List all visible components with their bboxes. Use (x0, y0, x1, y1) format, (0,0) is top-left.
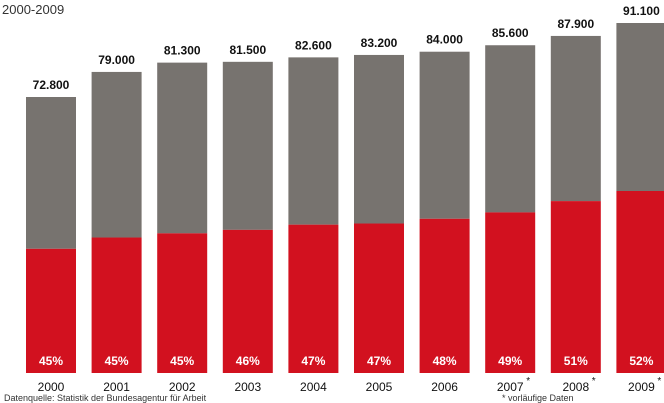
total-label-2006: 84.000 (426, 33, 463, 47)
share-label-2004: 47% (301, 354, 325, 368)
bar-top-2005 (354, 54, 404, 224)
bar-group-2001: 79.000 45% 2001 (91, 53, 142, 394)
total-label-2004: 82.600 (295, 38, 332, 52)
category-mark-2007: * (526, 376, 530, 387)
bar-bottom-2009 (616, 191, 664, 373)
bar-group-2005: 83.200 47% 2005 (354, 36, 404, 394)
total-label-2002: 81.300 (164, 44, 201, 58)
bar-top-2002 (157, 62, 208, 234)
bar-group-2009: 91.100 52% 2009 * (616, 4, 664, 394)
bar-group-2003: 81.500 46% 2003 (222, 43, 273, 394)
share-label-2006: 48% (433, 354, 457, 368)
category-label-2007: 2007 (497, 380, 524, 394)
bar-bottom-2000 (26, 248, 76, 373)
total-label-2005: 83.200 (361, 36, 398, 50)
bar-group-2002: 81.300 45% 2002 (157, 44, 208, 394)
share-label-2007: 49% (498, 354, 522, 368)
category-label-2005: 2005 (366, 380, 393, 394)
bar-group-2000: 72.800 45% 2000 (26, 78, 76, 394)
bar-top-2009 (616, 23, 664, 191)
share-label-2003: 46% (236, 354, 260, 368)
bar-top-2001 (91, 71, 142, 238)
bar-top-2007 (485, 45, 536, 213)
total-label-2009: 91.100 (623, 4, 660, 18)
category-label-2000: 2000 (38, 380, 65, 394)
bar-top-2000 (26, 97, 76, 249)
category-mark-2008: * (592, 376, 596, 387)
bar-bottom-2005 (354, 223, 404, 373)
category-label-2008: 2008 (562, 380, 589, 394)
bar-bottom-2002 (157, 233, 208, 373)
category-label-2002: 2002 (169, 380, 196, 394)
bar-bottom-2003 (222, 229, 273, 373)
bar-group-2004: 82.600 47% 2004 (288, 38, 339, 394)
bar-bottom-2007 (485, 212, 536, 373)
category-label-2003: 2003 (234, 380, 261, 394)
bar-group-2007: 85.600 49% 2007 * (485, 26, 536, 394)
chart-subtitle: 2000-2009 (2, 2, 65, 17)
category-label-2009: 2009 (628, 380, 655, 394)
footnote: * vorläufige Daten (502, 393, 574, 403)
bar-group-2008: 87.900 51% 2008 * (550, 17, 601, 394)
share-label-2001: 45% (105, 354, 129, 368)
total-label-2001: 79.000 (98, 53, 135, 67)
share-label-2000: 45% (39, 354, 63, 368)
source-note: Datenquelle: Statistik der Bundesagentur… (4, 393, 207, 403)
bar-top-2004 (288, 57, 339, 225)
category-label-2004: 2004 (300, 380, 327, 394)
bar-top-2003 (222, 61, 273, 230)
total-label-2000: 72.800 (33, 78, 70, 92)
category-label-2001: 2001 (103, 380, 130, 394)
share-label-2002: 45% (170, 354, 194, 368)
total-label-2008: 87.900 (557, 17, 594, 31)
share-label-2005: 47% (367, 354, 391, 368)
share-label-2009: 52% (629, 354, 653, 368)
total-label-2003: 81.500 (229, 43, 266, 57)
bar-top-2008 (550, 35, 601, 202)
bar-bottom-2001 (91, 237, 142, 373)
category-label-2006: 2006 (431, 380, 458, 394)
bar-bottom-2006 (419, 218, 470, 373)
bar-bottom-2008 (550, 201, 601, 373)
total-label-2007: 85.600 (492, 26, 529, 40)
bar-bottom-2004 (288, 224, 339, 373)
bar-top-2006 (419, 51, 470, 219)
category-mark-2009: * (657, 376, 661, 387)
share-label-2008: 51% (564, 354, 588, 368)
bar-group-2006: 84.000 48% 2006 (419, 33, 470, 394)
